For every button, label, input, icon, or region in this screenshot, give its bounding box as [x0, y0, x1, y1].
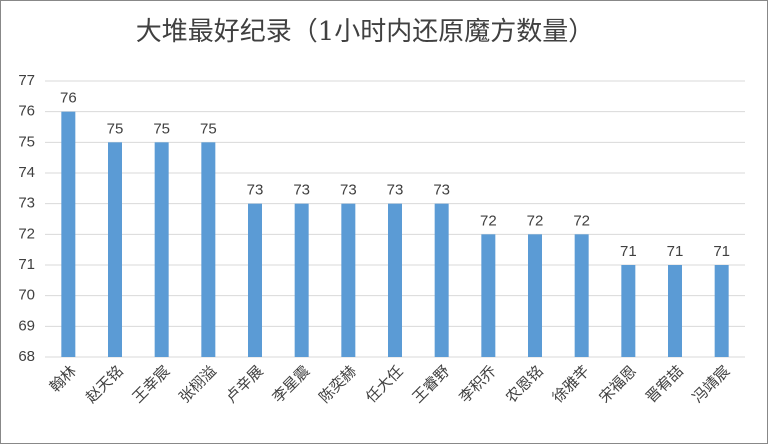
data-label: 75 — [200, 120, 217, 137]
y-tick-label: 75 — [18, 133, 35, 150]
bar — [341, 203, 356, 357]
chart-title: 大堆最好纪录（1小时内还原魔方数量） — [136, 17, 595, 47]
data-label: 73 — [293, 182, 310, 199]
y-tick-label: 77 — [18, 72, 35, 89]
y-tick-label: 76 — [18, 103, 35, 120]
data-label: 72 — [527, 212, 544, 229]
bar — [248, 203, 262, 357]
bar — [108, 142, 122, 357]
y-tick-label: 69 — [18, 317, 35, 334]
y-tick-label: 68 — [18, 348, 35, 365]
data-label: 73 — [433, 182, 450, 199]
data-label: 75 — [107, 120, 124, 137]
bar — [574, 234, 589, 357]
data-label: 73 — [387, 182, 404, 199]
bar — [154, 142, 169, 357]
data-label: 76 — [60, 90, 77, 107]
bar — [481, 234, 496, 357]
data-label: 71 — [620, 243, 637, 260]
data-label: 75 — [153, 120, 170, 137]
y-tick-label: 70 — [18, 287, 35, 304]
bar — [201, 142, 216, 357]
y-tick-label: 74 — [18, 164, 35, 181]
data-label: 73 — [340, 182, 357, 199]
bar — [434, 203, 449, 357]
data-label: 71 — [667, 243, 684, 260]
y-tick-label: 71 — [18, 256, 35, 273]
y-tick-label: 73 — [18, 195, 35, 212]
data-label: 73 — [247, 182, 264, 199]
data-label: 71 — [713, 243, 730, 260]
bar — [668, 265, 682, 357]
bar — [61, 111, 76, 358]
bar — [621, 265, 636, 357]
bar — [528, 234, 542, 357]
data-label: 72 — [480, 212, 497, 229]
data-label: 72 — [573, 212, 590, 229]
bar — [714, 265, 729, 357]
bar — [388, 203, 402, 357]
y-tick-label: 72 — [18, 225, 35, 242]
bar — [294, 203, 309, 357]
